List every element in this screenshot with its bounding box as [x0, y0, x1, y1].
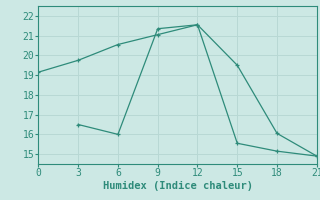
- X-axis label: Humidex (Indice chaleur): Humidex (Indice chaleur): [103, 181, 252, 191]
